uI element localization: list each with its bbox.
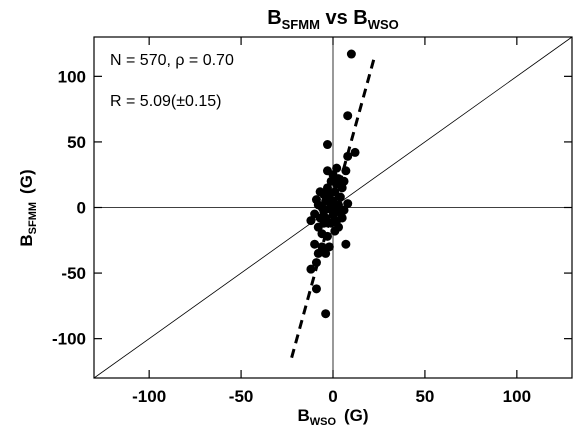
data-points: [306, 49, 360, 319]
x-tick-label: -100: [132, 387, 166, 406]
x-axis-label-main: B: [297, 406, 309, 425]
data-point: [310, 239, 320, 249]
data-point: [306, 216, 316, 226]
chart-title-sub-wso: WSO: [368, 17, 399, 32]
y-tick-label: 50: [67, 133, 86, 152]
data-point: [335, 192, 345, 202]
y-tick-label: 0: [77, 199, 86, 218]
x-axis-label-unit: (G): [344, 406, 369, 425]
data-point: [315, 187, 325, 197]
chart-title: BSFMM vs BWSO: [267, 7, 399, 32]
data-point: [341, 166, 351, 176]
data-point: [337, 213, 347, 223]
data-point: [322, 231, 332, 241]
chart-title-main: B: [267, 7, 281, 29]
annotation-n-rho: N = 570, ρ = 0.70: [110, 52, 234, 69]
data-point: [328, 170, 338, 180]
data-point: [319, 206, 329, 216]
y-axis-label-sub: SFMM: [27, 202, 39, 234]
data-point: [341, 239, 351, 249]
y-tick-label: -50: [61, 264, 86, 283]
data-point: [311, 258, 321, 268]
x-tick-label: 50: [415, 387, 434, 406]
x-axis-label-sub: WSO: [310, 416, 337, 428]
x-tick-label: 100: [503, 387, 531, 406]
x-axis-label: BWSO (G): [297, 406, 368, 428]
data-point: [324, 242, 334, 252]
y-tick-label: 100: [58, 67, 86, 86]
data-point: [322, 140, 332, 150]
x-tick-label: -50: [229, 387, 254, 406]
data-point: [322, 183, 332, 193]
data-point: [319, 218, 329, 228]
data-point: [332, 163, 342, 173]
x-tick-label: 0: [328, 387, 337, 406]
y-axis-label: BSFMM (G): [17, 169, 39, 246]
axis-ticks: -100 -50 0 50 100 -100 -50 0 50 100: [52, 37, 572, 406]
data-point: [339, 176, 349, 186]
chart-title-mid: vs B: [320, 7, 368, 29]
data-point: [343, 199, 353, 209]
chart-title-sub-sfmm: SFMM: [282, 17, 320, 32]
data-point: [311, 195, 321, 205]
data-point: [313, 248, 323, 258]
y-axis-label-main: B: [17, 234, 36, 246]
data-point: [317, 242, 327, 252]
data-point: [321, 248, 331, 258]
annotation-r: R = 5.09(±0.15): [110, 93, 222, 110]
data-point: [306, 264, 316, 274]
data-point: [346, 49, 356, 59]
data-point: [334, 222, 344, 232]
data-point: [350, 147, 360, 157]
y-tick-label: -100: [52, 330, 86, 349]
data-point: [332, 179, 342, 189]
y-axis-label-unit: (G): [17, 169, 36, 194]
data-point: [311, 284, 321, 294]
data-point: [343, 151, 353, 161]
data-point: [339, 205, 349, 215]
data-point: [321, 309, 331, 319]
data-point: [343, 111, 353, 121]
